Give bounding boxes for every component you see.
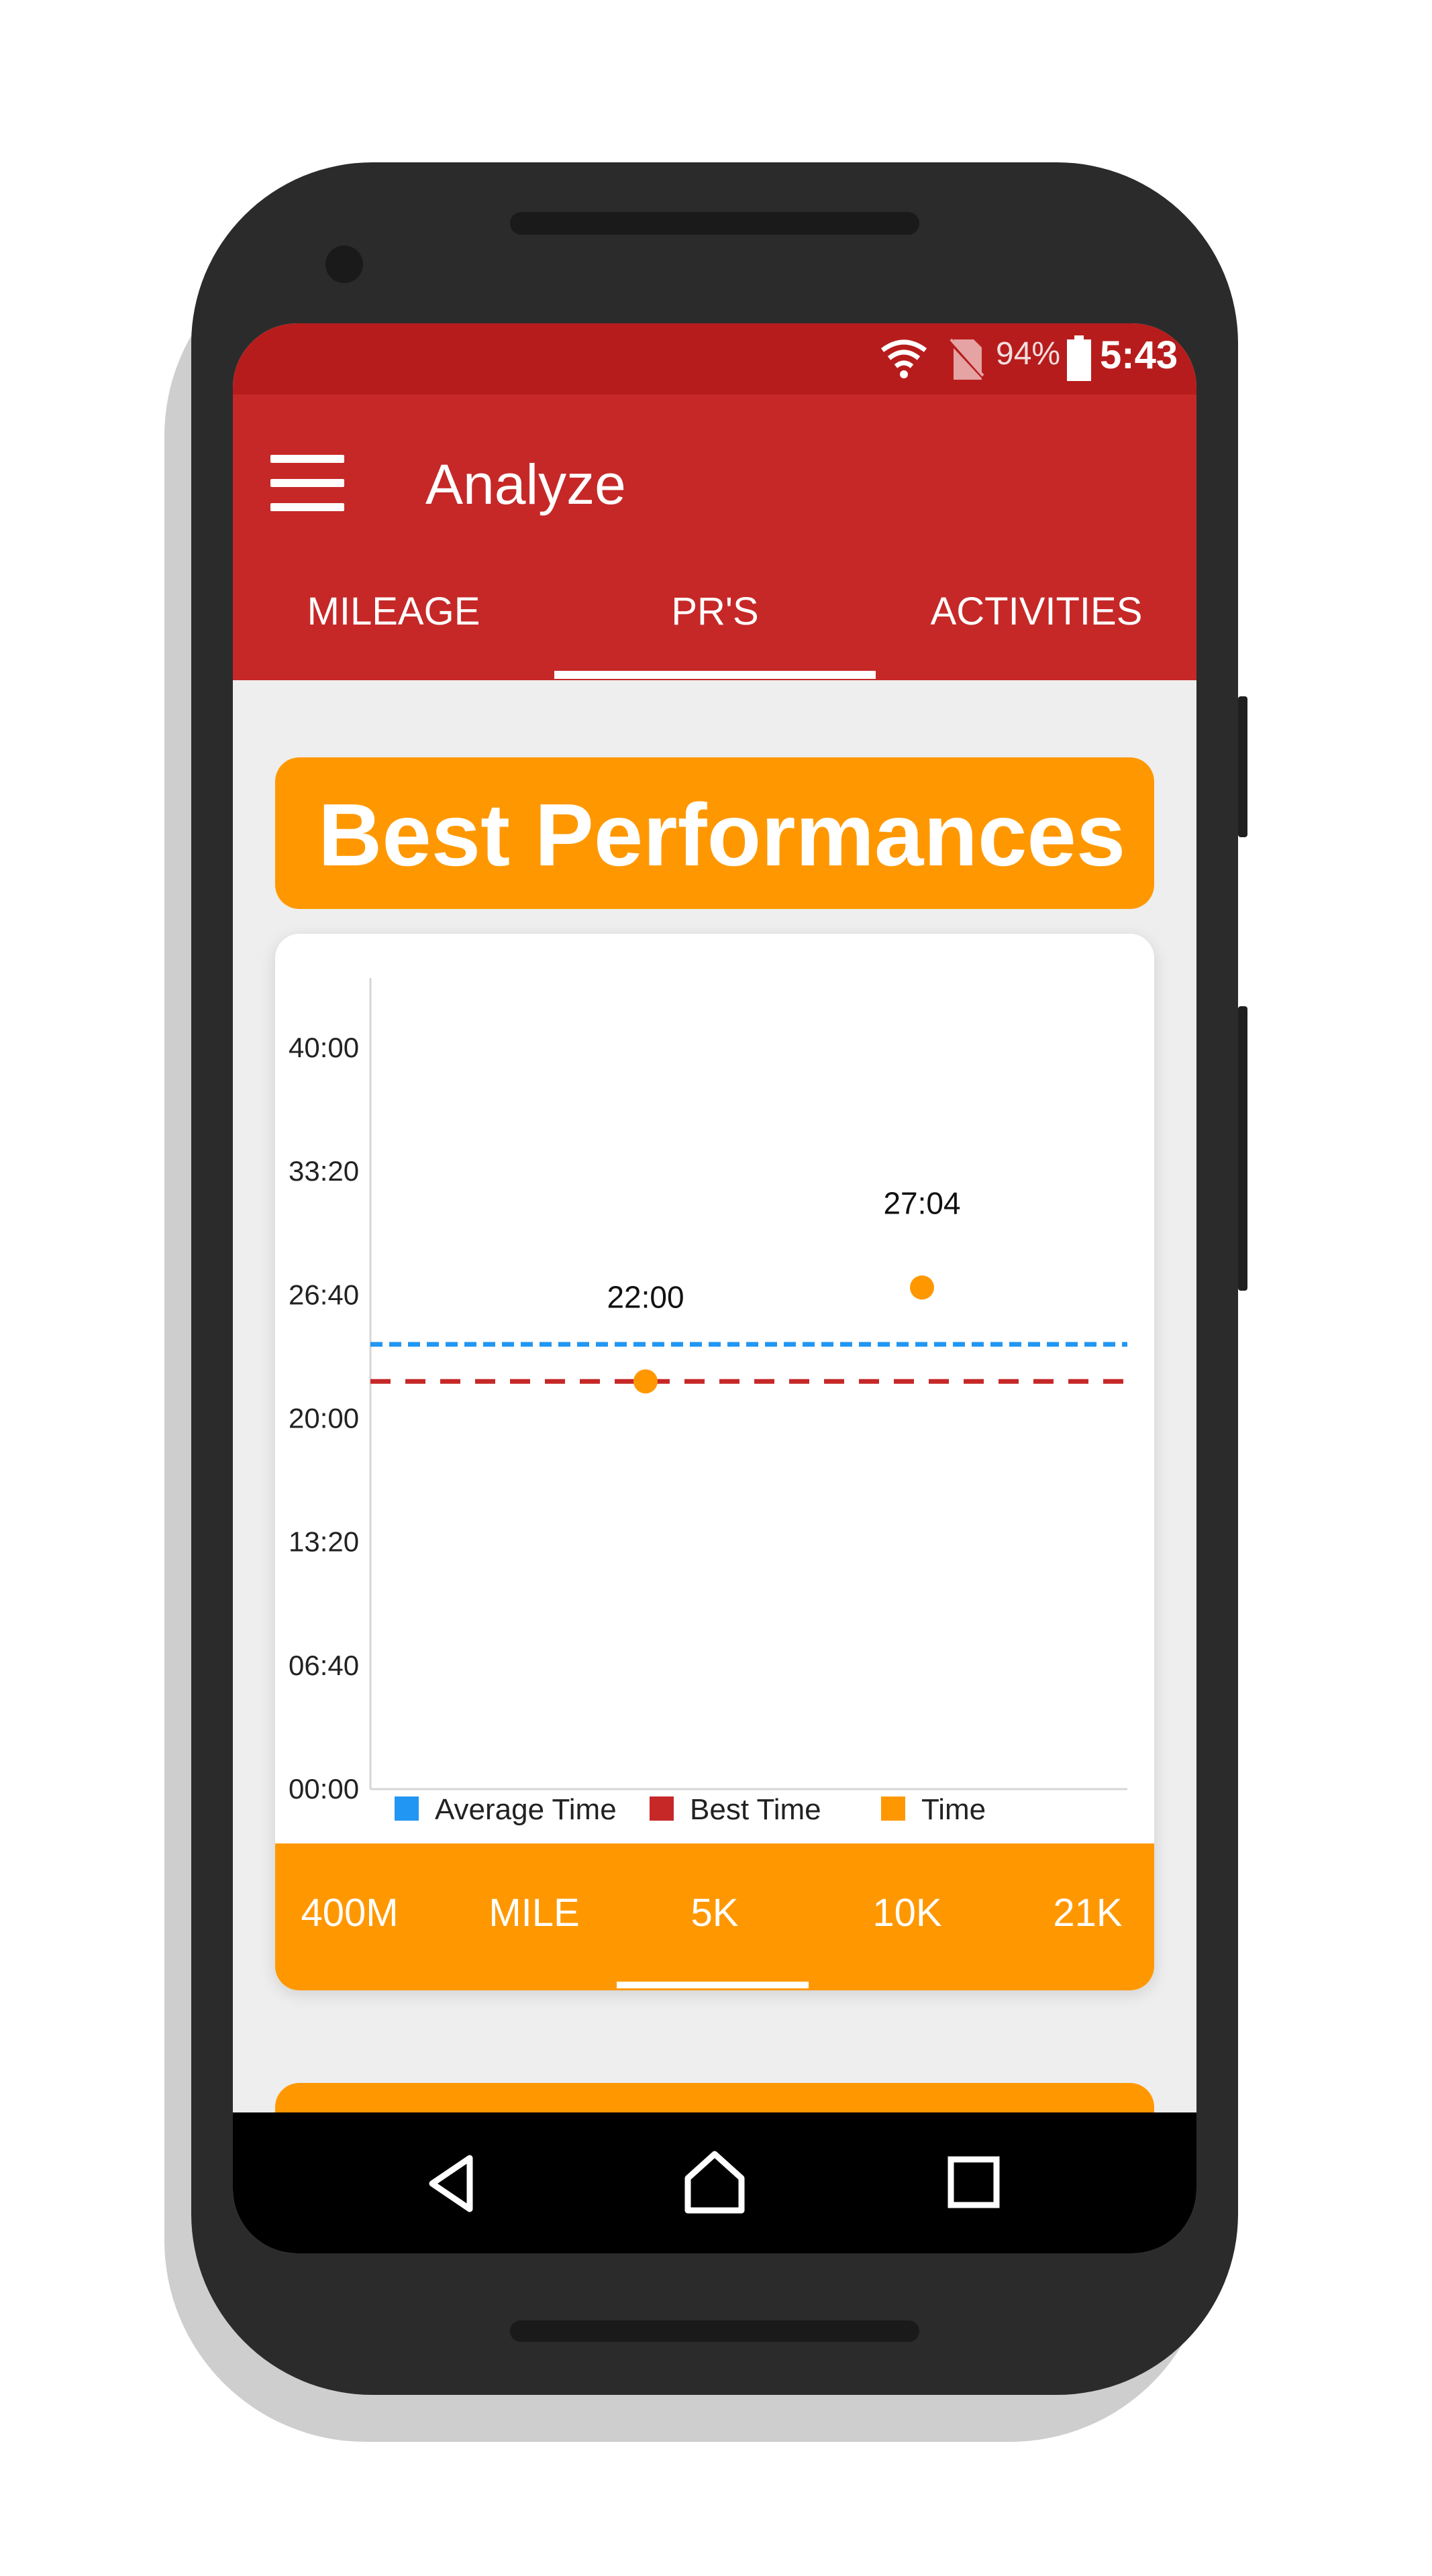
battery-percent: 94% <box>996 336 1061 372</box>
home-icon[interactable] <box>682 2149 747 2216</box>
tab-400m[interactable]: 400M <box>301 1891 399 1935</box>
tab-21k[interactable]: 21K <box>1053 1891 1123 1935</box>
wifi-icon <box>880 339 927 378</box>
tab-10k[interactable]: 10K <box>872 1891 942 1935</box>
distance-tab-indicator <box>617 1982 809 1988</box>
legend-label: Time <box>921 1793 986 1826</box>
tab-indicator <box>554 671 876 679</box>
pr-chart: 40:00 33:20 26:40 20:00 13:20 06:40 00:00 22:00… <box>289 978 1127 1826</box>
data-point <box>633 1369 658 1394</box>
bottom-speaker <box>510 2320 919 2342</box>
page-title: Analyze <box>425 453 626 516</box>
tab-activities[interactable]: ACTIVITIES <box>930 590 1143 633</box>
navigation-bar <box>233 2112 1196 2253</box>
tab-mile[interactable]: MILE <box>489 1891 580 1935</box>
tab-prs[interactable]: PR'S <box>671 590 759 633</box>
app-bar: Analyze MILEAGE PR'S ACTIVITIES <box>233 394 1196 680</box>
volume-button <box>1238 1006 1247 1291</box>
tab-mileage[interactable]: MILEAGE <box>307 590 480 633</box>
recents-icon[interactable] <box>947 2155 1001 2209</box>
hamburger-menu-icon[interactable] <box>270 455 344 511</box>
no-sim-icon <box>948 338 986 380</box>
best-performances-header: Best Performances <box>275 757 1154 909</box>
y-tick-label: 06:40 <box>289 1650 359 1681</box>
y-tick-label: 20:00 <box>289 1403 359 1434</box>
y-tick-label: 00:00 <box>289 1773 359 1805</box>
power-button <box>1238 696 1247 837</box>
back-icon[interactable] <box>423 2153 479 2214</box>
y-tick-label: 13:20 <box>289 1526 359 1558</box>
y-tick-label: 26:40 <box>289 1279 359 1310</box>
phone-screen: 94% 5:43 Analyze MILEAGE PR'S ACTIVITIES… <box>233 323 1196 2253</box>
data-label: 27:04 <box>883 1185 960 1220</box>
legend-swatch <box>395 1796 419 1821</box>
y-tick-label: 33:20 <box>289 1155 359 1187</box>
distance-tab-bar: 400M MILE 5K 10K 21K <box>275 1843 1154 1990</box>
legend-swatch <box>881 1796 905 1821</box>
legend-label: Best Time <box>690 1793 821 1826</box>
front-camera <box>325 246 363 283</box>
data-point <box>910 1275 934 1300</box>
battery-icon <box>1067 335 1091 381</box>
tab-5k[interactable]: 5K <box>691 1891 739 1935</box>
y-tick-label: 40:00 <box>289 1032 359 1063</box>
legend-label: Average Time <box>435 1793 617 1826</box>
data-label: 22:00 <box>607 1279 684 1314</box>
top-speaker <box>510 212 919 235</box>
legend-swatch <box>650 1796 674 1821</box>
best-performances-title: Best Performances <box>318 786 1126 884</box>
status-bar: 94% 5:43 <box>233 323 1196 394</box>
chart-card: 40:00 33:20 26:40 20:00 13:20 06:40 00:00 22:00… <box>275 934 1154 1990</box>
status-time: 5:43 <box>1100 333 1178 377</box>
